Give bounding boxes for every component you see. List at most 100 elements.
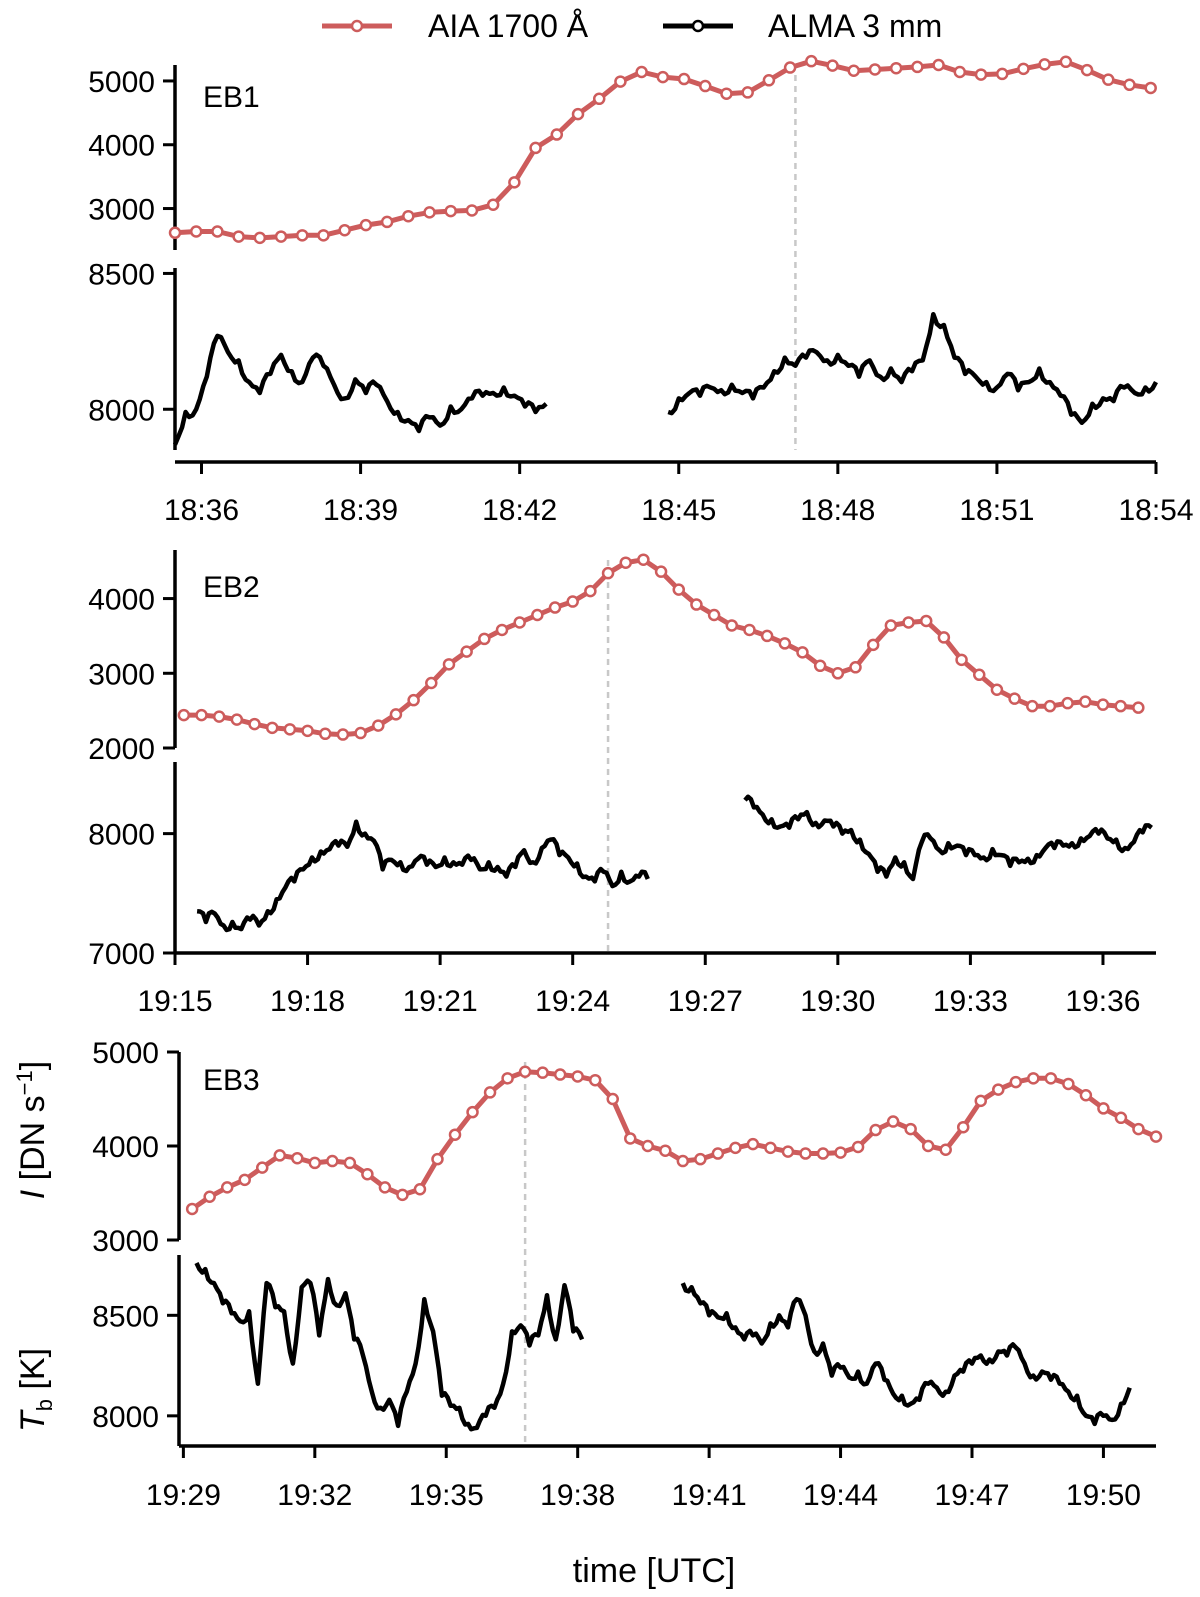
aia-data-point xyxy=(1102,73,1115,86)
aia-data-point xyxy=(483,1086,497,1099)
aia-data-point xyxy=(1132,1122,1145,1136)
aia-data-point xyxy=(826,59,839,72)
aia-data-point xyxy=(273,1149,287,1162)
aia-data-point xyxy=(211,225,224,238)
aia-data-point xyxy=(318,727,332,741)
aia-data-point xyxy=(1044,1072,1058,1085)
aia-data-point xyxy=(699,79,712,93)
aia-data-point xyxy=(1079,695,1092,708)
aia-data-point xyxy=(1038,58,1051,71)
aia-data-point xyxy=(1149,1130,1163,1143)
aia-data-point xyxy=(195,708,208,722)
aia-data-point xyxy=(431,1152,444,1166)
aia-data-point xyxy=(805,54,818,68)
aia-data-point xyxy=(1144,81,1157,95)
panel-eb1: 3000 4000 5000 8000 8500 18:36 18:39 18:42 18:45… xyxy=(88,54,1194,527)
aia-data-point xyxy=(584,584,597,598)
aia-data-point xyxy=(902,616,915,629)
aia-data-point xyxy=(1114,1111,1128,1125)
aia-data-point xyxy=(425,676,438,690)
aia-y-tick-label: 3000 xyxy=(88,194,155,227)
x-tick-label: 19:32 xyxy=(277,1479,352,1512)
aia-data-point xyxy=(508,176,521,189)
aia-data-point xyxy=(478,632,491,646)
y-axis-title-intensity-symbol: I xyxy=(14,1189,52,1199)
aia-data-point xyxy=(1059,55,1073,69)
aia-data-point xyxy=(939,1143,952,1157)
aia-data-point xyxy=(1009,1075,1023,1089)
aia-data-point xyxy=(974,68,988,81)
aia-data-point xyxy=(531,608,544,622)
aia-data-point xyxy=(588,1073,602,1087)
aia-data-point xyxy=(637,553,650,566)
y-axis-title-tb-unit: [K] xyxy=(14,1348,52,1399)
aia-data-point xyxy=(308,1156,322,1170)
aia-y-tick-label: 5000 xyxy=(88,66,155,99)
x-tick-label: 18:54 xyxy=(1118,494,1193,527)
y-axis-title-brightness-temperature: Tb [K] xyxy=(14,1348,57,1432)
aia-data-point xyxy=(904,1122,917,1136)
aia-data-point xyxy=(592,92,606,106)
aia-data-point xyxy=(291,1151,304,1165)
y-axis-title-tb-symbol: T xyxy=(14,1409,52,1432)
aia-data-point xyxy=(336,728,350,741)
aia-data-point xyxy=(361,1167,374,1181)
alma-y-tick-label: 8500 xyxy=(88,258,155,291)
panel-label: EB3 xyxy=(203,1064,260,1097)
aia-y-tick-label: 3000 xyxy=(88,658,155,691)
x-tick-label: 18:51 xyxy=(959,494,1034,527)
aia-data-point xyxy=(413,1182,427,1196)
aia-data-point xyxy=(1017,62,1030,76)
aia-y-tick-label: 4000 xyxy=(92,1131,159,1164)
aia-data-point xyxy=(884,619,898,632)
y-axis-title-tb-subscript: b xyxy=(32,1399,57,1411)
aia-data-point xyxy=(529,141,542,155)
aia-data-point xyxy=(1132,701,1145,714)
legend-alma-label: ALMA 3 mm xyxy=(768,8,942,44)
aia-data-point xyxy=(448,1128,462,1141)
aia-data-point xyxy=(849,661,862,674)
aia-data-point xyxy=(238,1173,251,1187)
aia-data-point xyxy=(886,1115,900,1128)
aia-data-point xyxy=(442,658,456,671)
aia-data-point xyxy=(743,623,756,637)
aia-data-point xyxy=(548,601,562,614)
x-tick-label: 19:44 xyxy=(803,1479,878,1512)
legend-aia-label: AIA 1700 Å xyxy=(428,8,589,44)
aia-data-point xyxy=(694,1152,707,1166)
aia-data-point xyxy=(501,1072,514,1085)
aia-data-point xyxy=(465,204,479,217)
aia-data-point xyxy=(253,231,267,245)
aia-series-line xyxy=(174,58,1152,241)
aia-data-point xyxy=(764,1141,777,1155)
aia-series-line xyxy=(183,557,1139,738)
aia-data-point xyxy=(177,708,191,722)
aia-y-tick-label: 5000 xyxy=(92,1037,159,1070)
aia-data-point xyxy=(1026,699,1039,713)
alma-series-line xyxy=(196,819,650,933)
x-tick-label: 18:39 xyxy=(323,494,398,527)
aia-data-point xyxy=(799,1147,812,1160)
aia-data-point xyxy=(1080,63,1094,77)
panel-label: EB2 xyxy=(203,571,260,604)
aia-data-point xyxy=(185,1202,199,1216)
aia-data-point xyxy=(553,1068,567,1081)
legend-alma-marker xyxy=(691,19,705,33)
aia-y-tick-label: 2000 xyxy=(88,733,155,766)
aia-data-point xyxy=(869,1123,882,1137)
aia-data-point xyxy=(571,1070,584,1083)
y-axis-title-intensity-exp: −1 xyxy=(12,1070,37,1095)
aia-data-point xyxy=(1079,1088,1093,1102)
alma-series-line xyxy=(743,794,1153,882)
aia-data-point xyxy=(1027,1072,1040,1085)
aia-data-point xyxy=(1123,78,1136,92)
aia-data-point xyxy=(1062,1077,1075,1091)
aia-data-point xyxy=(444,204,457,218)
legend-aia-marker xyxy=(350,19,364,33)
aia-data-point xyxy=(1008,692,1021,705)
aia-data-point xyxy=(995,67,1009,81)
aia-data-point xyxy=(486,198,500,211)
aia-data-point xyxy=(619,556,632,569)
aia-data-point xyxy=(677,72,691,86)
